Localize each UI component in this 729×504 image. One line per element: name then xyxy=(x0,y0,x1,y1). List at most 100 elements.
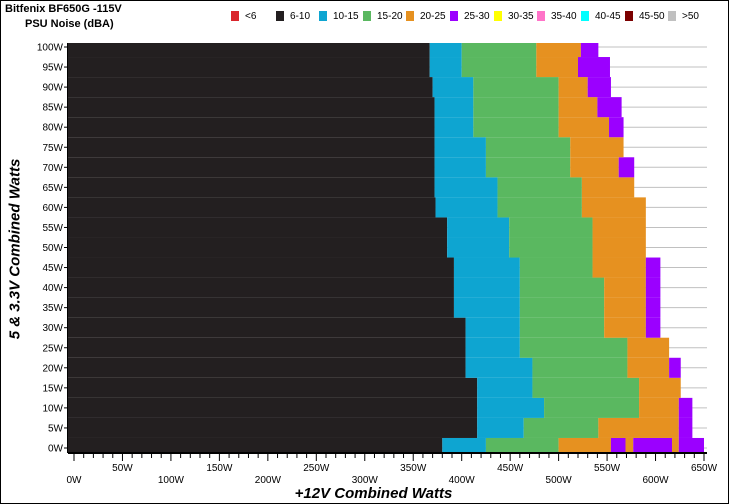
legend-swatch xyxy=(231,11,239,21)
y-tick-label: 75W xyxy=(42,143,63,154)
noise-cell xyxy=(587,77,611,98)
noise-cell xyxy=(558,97,598,118)
legend-swatch xyxy=(625,11,633,21)
noise-cell xyxy=(544,397,640,418)
noise-cell xyxy=(453,297,520,318)
noise-cell xyxy=(465,337,520,358)
noise-cell xyxy=(558,77,588,98)
y-tick-label: 85W xyxy=(42,103,63,114)
y-tick-label: 60W xyxy=(42,203,63,214)
noise-cell xyxy=(447,237,510,258)
legend-item: >50 xyxy=(668,10,699,22)
noise-cell xyxy=(465,357,533,378)
noise-cell xyxy=(610,437,626,453)
y-tick-label: 95W xyxy=(42,63,63,74)
noise-cell xyxy=(509,237,593,258)
legend-label: 25-30 xyxy=(464,10,490,22)
noise-cell xyxy=(68,77,433,98)
x-tick-label: 450W xyxy=(497,463,524,474)
noise-cell xyxy=(519,257,593,278)
noise-cell xyxy=(68,97,435,118)
noise-cell xyxy=(678,397,693,418)
noise-cell xyxy=(477,377,533,398)
y-tick-label: 45W xyxy=(42,263,63,274)
legend-label: 35-40 xyxy=(551,10,577,22)
y-tick-label: 0W xyxy=(48,444,64,455)
x-tick-label: 400W xyxy=(449,475,476,486)
x-axis-title: +12V Combined Watts xyxy=(294,485,453,502)
legend-item: 45-50 xyxy=(625,10,665,22)
y-tick-label: 15W xyxy=(42,383,63,394)
legend-label: 45-50 xyxy=(639,10,665,22)
noise-cell xyxy=(678,417,693,438)
legend-swatch xyxy=(668,11,676,21)
noise-cell xyxy=(68,137,435,158)
noise-cell xyxy=(678,437,704,453)
noise-cell xyxy=(68,277,454,298)
noise-cell xyxy=(434,137,486,158)
noise-cell xyxy=(592,217,646,238)
legend-swatch xyxy=(363,11,371,21)
x-tick-label: 600W xyxy=(642,475,669,486)
legend-item: <6 xyxy=(231,10,256,22)
legend-label: 10-15 xyxy=(333,10,359,22)
y-tick-label: 50W xyxy=(42,243,63,254)
noise-cell xyxy=(592,257,646,278)
noise-cell xyxy=(68,57,430,78)
noise-cell xyxy=(578,57,610,78)
noise-cell xyxy=(68,297,454,318)
legend-swatch xyxy=(494,11,502,21)
legend-swatch xyxy=(450,11,458,21)
noise-cell xyxy=(597,97,622,118)
noise-cell xyxy=(68,117,435,138)
legend-swatch xyxy=(537,11,545,21)
y-axis-title-wrap: 5 & 3.3V Combined Watts xyxy=(5,1,25,503)
noise-cell xyxy=(633,437,673,453)
legend-label: >50 xyxy=(682,10,699,22)
noise-cell xyxy=(477,417,524,438)
noise-cell xyxy=(609,117,624,138)
noise-cell xyxy=(473,77,559,98)
y-tick-label: 100W xyxy=(37,43,64,54)
noise-cell xyxy=(558,437,611,453)
chart-subtitle: PSU Noise (dBA) xyxy=(25,18,114,30)
legend-swatch xyxy=(319,11,327,21)
noise-cell xyxy=(519,277,605,298)
noise-cell xyxy=(519,317,605,338)
noise-cell xyxy=(645,297,661,318)
legend-item: 6-10 xyxy=(276,10,310,22)
noise-cell xyxy=(68,217,448,238)
noise-cell xyxy=(68,177,435,198)
legend-label: 30-35 xyxy=(508,10,534,22)
x-tick-label: 550W xyxy=(594,463,621,474)
noise-cell xyxy=(429,57,462,78)
legend-label: 20-25 xyxy=(420,10,446,22)
noise-cell xyxy=(519,297,605,318)
legend-item: 15-20 xyxy=(363,10,403,22)
noise-cell xyxy=(519,337,628,358)
noise-cell xyxy=(434,157,486,178)
noise-cell xyxy=(625,437,634,453)
noise-cell xyxy=(645,317,661,338)
noise-cell xyxy=(580,43,599,58)
noise-cell xyxy=(435,197,498,218)
legend-item: 10-15 xyxy=(319,10,359,22)
legend-label: 15-20 xyxy=(377,10,403,22)
noise-cell xyxy=(570,157,619,178)
noise-cell xyxy=(669,357,681,378)
x-tick-label: 300W xyxy=(352,475,379,486)
y-tick-label: 5W xyxy=(48,423,64,434)
noise-cell xyxy=(68,397,478,418)
y-tick-label: 35W xyxy=(42,303,63,314)
noise-cell xyxy=(558,117,610,138)
x-tick-label: 0W xyxy=(67,475,83,486)
y-tick-label: 30W xyxy=(42,323,63,334)
legend-label: 6-10 xyxy=(290,10,311,22)
x-tick-label: 650W xyxy=(691,463,718,474)
legend-swatch xyxy=(581,11,589,21)
legend-label: <6 xyxy=(245,10,257,22)
legend-label: 40-45 xyxy=(595,10,621,22)
noise-cell xyxy=(497,177,582,198)
noise-cell xyxy=(627,337,670,358)
legend-item: 35-40 xyxy=(537,10,577,22)
